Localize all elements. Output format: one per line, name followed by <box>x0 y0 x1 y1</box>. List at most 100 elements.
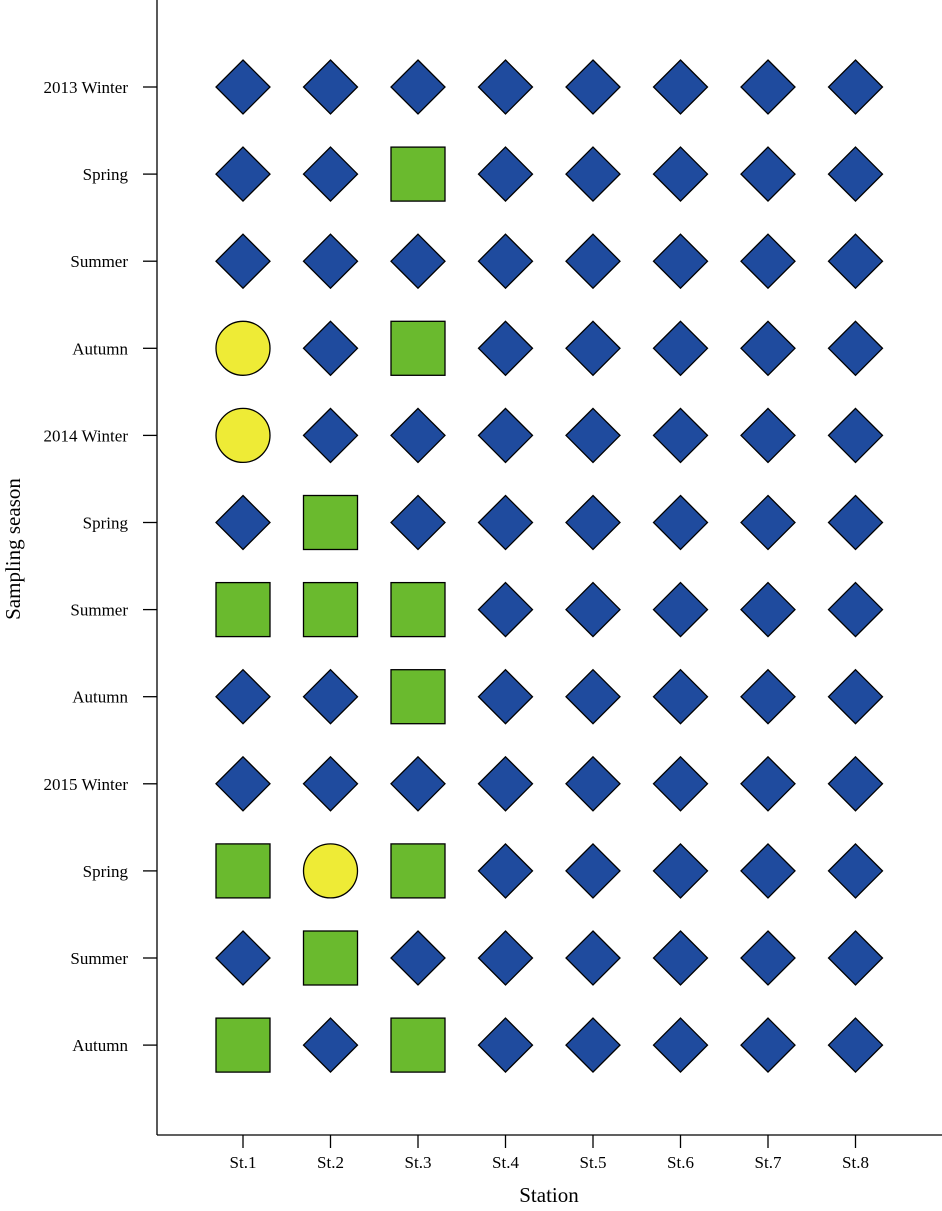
diamond-marker <box>302 146 359 203</box>
y-tick-label: Autumn <box>72 339 128 358</box>
diamond-marker <box>827 407 884 464</box>
diamond-marker <box>565 755 621 812</box>
square-marker <box>390 1017 446 1073</box>
diamond-marker <box>827 581 884 638</box>
diamond-marker <box>390 59 446 115</box>
diamond-marker <box>477 494 534 551</box>
x-tick-label: St.6 <box>667 1153 694 1172</box>
diamond-marker <box>740 320 796 377</box>
diamond-marker <box>652 930 709 986</box>
diamond-marker <box>652 755 709 812</box>
diamond-marker <box>477 581 534 638</box>
diamond-marker <box>565 59 621 115</box>
square-marker <box>302 494 359 551</box>
square-marker <box>215 581 271 638</box>
diamond-marker <box>477 320 534 377</box>
diamond-marker <box>215 930 271 986</box>
diamond-marker <box>652 59 709 115</box>
diamond-marker <box>302 59 359 115</box>
x-tick-label: St.5 <box>580 1153 607 1172</box>
diamond-marker <box>565 494 621 551</box>
diamond-marker <box>740 233 796 290</box>
diamond-marker <box>215 233 271 290</box>
diamond-marker <box>477 930 534 986</box>
diamond-marker <box>652 494 709 551</box>
diamond-marker <box>740 59 796 115</box>
diamond-marker <box>740 581 796 638</box>
diamond-marker <box>652 842 709 899</box>
diamond-marker <box>827 146 884 203</box>
square-marker <box>215 843 271 899</box>
diamond-marker <box>827 494 884 551</box>
diamond-marker <box>390 930 446 986</box>
y-tick-label: Spring <box>83 165 129 184</box>
square-marker <box>390 843 446 899</box>
diamond-marker <box>740 494 796 551</box>
diamond-marker <box>302 755 359 812</box>
y-tick-label: Autumn <box>72 1036 128 1055</box>
diamond-marker <box>740 407 796 464</box>
diamond-marker <box>565 842 621 899</box>
diamond-marker <box>827 233 884 290</box>
y-tick-label: 2013 Winter <box>44 78 129 97</box>
diamond-marker <box>215 59 271 115</box>
x-tick-label: St.7 <box>755 1153 782 1172</box>
diamond-marker <box>215 755 271 812</box>
y-tick-label: Summer <box>70 949 128 968</box>
square-marker <box>390 146 446 202</box>
diamond-marker <box>477 146 534 203</box>
diamond-marker <box>302 668 359 725</box>
diamond-marker <box>477 233 534 290</box>
diamond-marker <box>477 668 534 725</box>
square-marker <box>390 320 446 376</box>
y-tick-label: Spring <box>83 514 129 533</box>
diamond-marker <box>565 581 621 638</box>
diamond-marker <box>740 1017 796 1074</box>
diamond-marker <box>215 494 271 551</box>
diamond-marker <box>565 407 621 464</box>
diamond-marker <box>302 233 359 290</box>
diamond-marker <box>827 668 884 725</box>
diamond-marker <box>740 146 796 203</box>
diamond-marker <box>652 1017 709 1074</box>
square-marker <box>390 581 446 638</box>
diamond-marker <box>302 320 359 377</box>
x-axis-title: Station <box>519 1183 579 1207</box>
diamond-marker <box>477 407 534 464</box>
square-marker <box>302 581 359 638</box>
diamond-marker <box>565 233 621 290</box>
square-marker <box>390 669 446 725</box>
x-tick-label: St.4 <box>492 1153 519 1172</box>
diamond-marker <box>652 407 709 464</box>
diamond-marker <box>390 494 446 551</box>
diamond-marker <box>302 1017 359 1074</box>
diamond-marker <box>652 146 709 203</box>
diamond-marker <box>565 930 621 986</box>
diamond-marker <box>565 1017 621 1074</box>
diamond-marker <box>740 842 796 899</box>
x-tick-label: St.2 <box>317 1153 344 1172</box>
y-tick-label: Autumn <box>72 688 128 707</box>
circle-marker <box>215 407 271 464</box>
diamond-marker <box>652 233 709 290</box>
y-tick-label: 2014 Winter <box>44 426 129 445</box>
diamond-marker <box>565 668 621 725</box>
diamond-marker <box>477 59 534 115</box>
diamond-marker <box>565 146 621 203</box>
y-axis-title: Sampling season <box>1 478 25 620</box>
diamond-marker <box>827 1017 884 1074</box>
diamond-marker <box>652 668 709 725</box>
diamond-marker <box>652 320 709 377</box>
x-tick-label: St.3 <box>405 1153 432 1172</box>
diamond-marker <box>565 320 621 377</box>
y-tick-label: Summer <box>70 601 128 620</box>
y-tick-label: Summer <box>70 252 128 271</box>
square-marker <box>215 1017 271 1073</box>
diamond-marker <box>215 146 271 203</box>
diamond-marker <box>827 842 884 899</box>
diamond-marker <box>827 320 884 377</box>
diamond-marker <box>827 59 884 115</box>
diamond-marker <box>215 668 271 725</box>
y-tick-label: Spring <box>83 862 129 881</box>
x-axis-ticks: St.1 St.2 St.3 St.4 St.5 St.6 St.7 St.8 <box>230 1135 869 1172</box>
